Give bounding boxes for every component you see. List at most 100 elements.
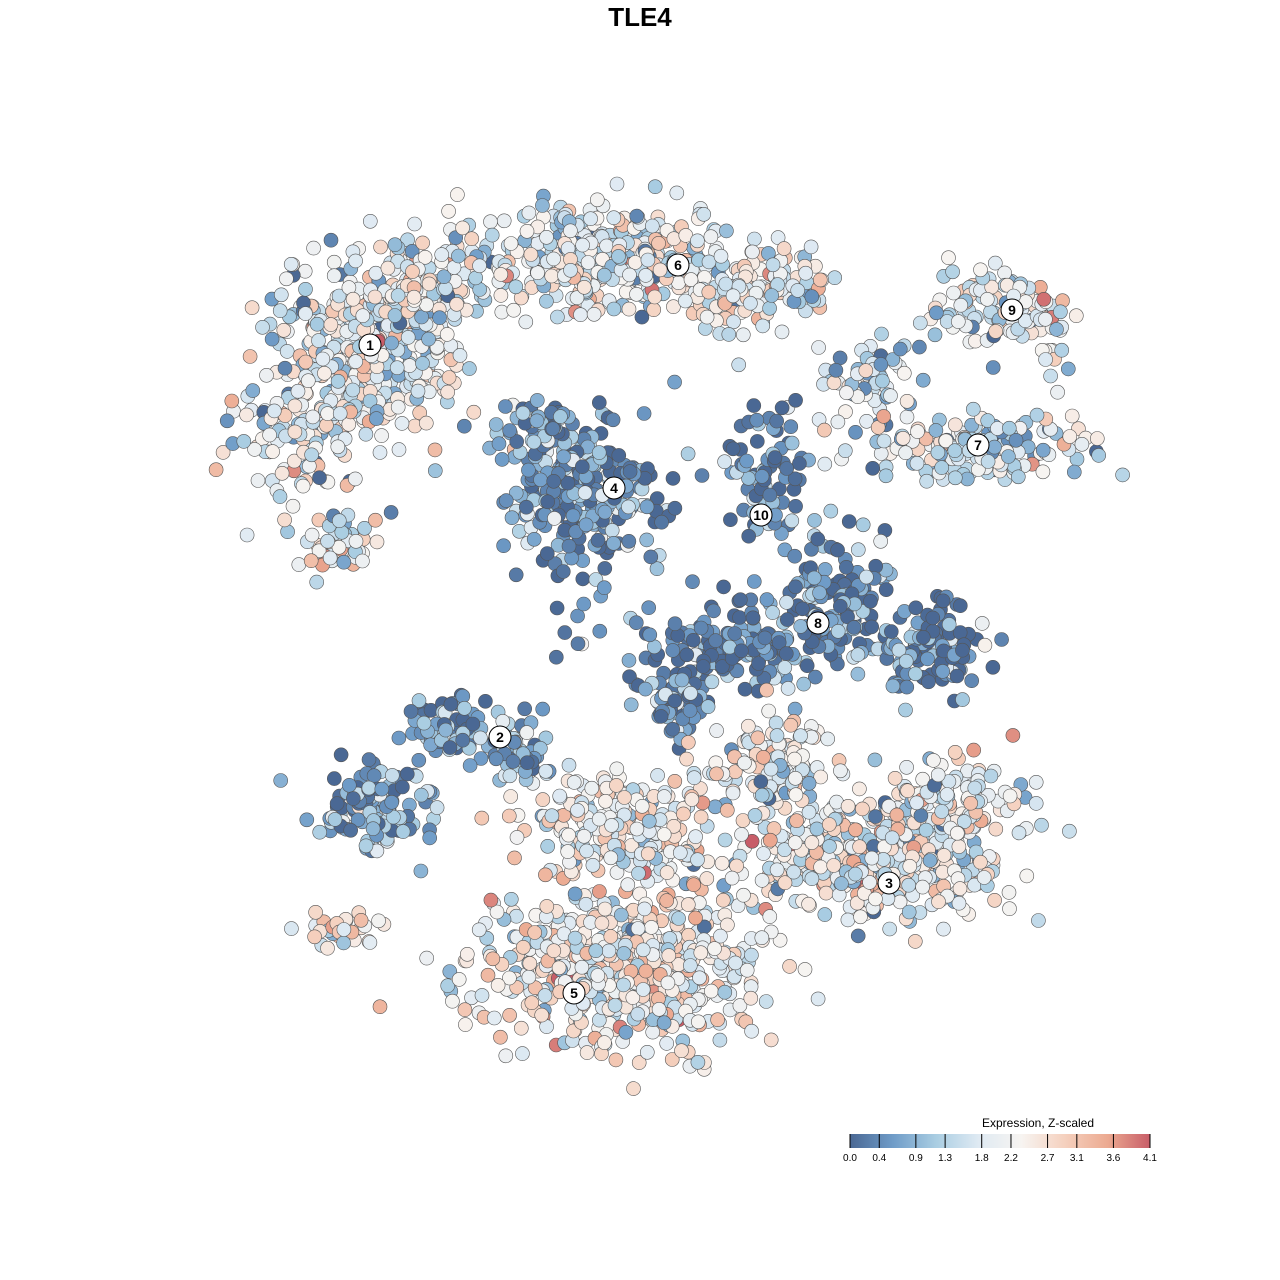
cell-point [898,702,913,718]
cell-point [529,393,545,408]
cell-point [345,791,361,806]
cluster-label-text: 7 [974,437,982,453]
cell-point [946,285,961,301]
cell-point [753,774,769,789]
cell-point [759,592,775,607]
cell-point [421,276,437,292]
cell-point [694,468,710,483]
cell-point [735,327,751,343]
cell-point [1028,774,1044,790]
cell-point [1034,817,1049,833]
cell-point [634,309,650,325]
cell-point [941,250,956,266]
cell-point [779,612,795,627]
cell-point [700,699,716,715]
cell-point [533,472,548,488]
cell-point [1050,384,1065,400]
cell-point [503,891,519,907]
cell-point [348,253,363,269]
cell-point [504,510,520,526]
cell-point [793,619,809,634]
cell-point [1064,408,1080,424]
cell-point [750,730,766,746]
cell-point [667,374,682,390]
cell-point [920,651,935,667]
cell-point [1019,868,1035,884]
cell-point [535,792,551,807]
cell-point [474,810,490,826]
cell-point [445,993,460,1009]
cell-point [505,754,521,769]
cell-point [630,921,646,936]
cell-point [967,780,983,796]
cell-point [1035,464,1051,480]
cell-point [776,241,792,256]
cell-point [713,248,729,264]
cell-point [320,406,335,421]
cell-point [561,757,577,773]
cell-point [787,701,803,717]
cell-point [305,409,321,425]
cell-point [737,681,753,697]
cell-point [665,471,681,486]
cell-point [250,473,266,488]
cell-point [304,527,320,543]
cell-point [685,574,700,590]
cluster-label-10: 10 [749,503,773,527]
cell-point [848,424,863,440]
cell-point [817,456,833,472]
cell-point [591,445,607,460]
cell-point [838,404,853,420]
cell-point [827,270,843,286]
cluster-label-text: 1 [366,337,374,353]
cell-point [452,348,468,363]
cell-point [651,1001,667,1017]
cell-point [592,884,607,899]
cell-point [744,947,759,963]
cell-point [373,239,388,255]
cell-point [640,846,656,862]
cell-point [737,755,752,771]
cell-point [731,357,747,373]
cell-point [913,808,929,823]
cell-point [465,716,481,732]
cell-point [570,802,585,818]
cell-point [546,473,562,489]
cell-point [575,571,591,587]
cell-point [930,767,946,783]
cell-point [725,288,741,304]
cell-point [498,1048,514,1064]
cell-point [765,257,781,273]
cluster-label-text: 2 [496,729,504,745]
cell-point [672,845,688,861]
cell-point [564,550,579,566]
cell-point [876,409,891,424]
cell-point [493,267,509,282]
cell-point [1038,352,1053,367]
cell-point [848,866,863,882]
cell-point [714,855,730,871]
cell-point [422,830,438,846]
cell-point [537,988,553,1003]
cell-point [498,399,513,414]
cell-point [795,601,810,617]
cell-point [712,1032,728,1048]
cell-point [647,289,663,305]
cell-point [473,730,488,746]
cell-point [680,897,696,912]
cell-point [493,1029,508,1045]
cell-point [491,436,507,452]
cell-point [215,445,231,460]
cell-point [472,258,487,274]
cell-point [336,922,352,937]
cell-point [701,254,717,270]
cell-point [832,598,848,614]
cell-point [569,290,585,306]
cell-point [365,821,381,837]
cell-point [947,417,963,433]
cell-point [669,185,685,201]
cell-point [366,768,382,784]
cell-point [284,921,299,936]
cell-point [395,824,411,839]
cell-point [656,1015,672,1031]
